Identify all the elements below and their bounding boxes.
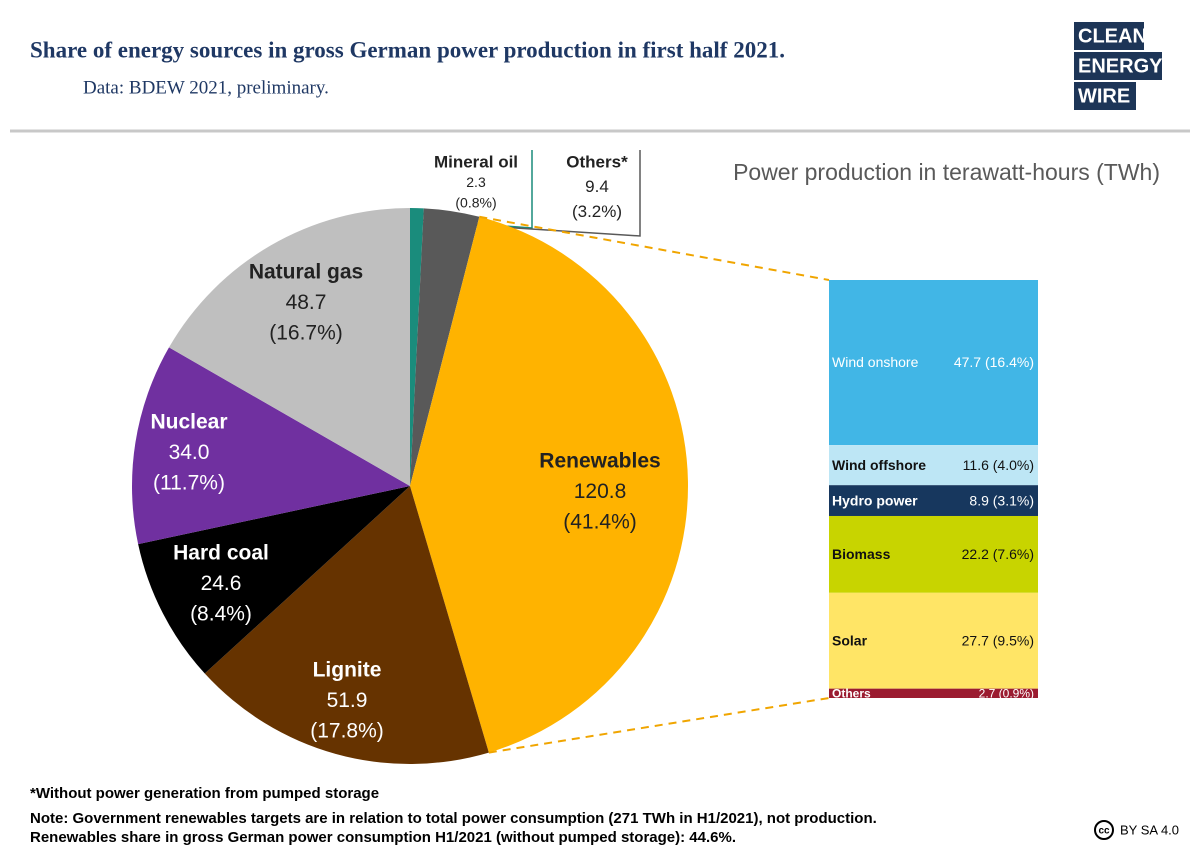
bar-segment xyxy=(829,445,1038,486)
bar-segment xyxy=(829,515,1038,593)
segment-label: Wind onshore xyxy=(832,354,919,370)
logo-text: ENERGY xyxy=(1078,55,1163,77)
title: Share of energy sources in gross German … xyxy=(30,37,785,62)
footnote: *Without power generation from pumped st… xyxy=(30,785,379,802)
slice-value: 2.3 xyxy=(466,174,486,190)
segment-value: 47.7 (16.4%) xyxy=(954,354,1034,370)
logo-block xyxy=(1074,82,1136,110)
callout-line xyxy=(469,150,641,237)
bar-segment xyxy=(829,280,1038,446)
slice-label: Renewables xyxy=(539,450,660,473)
segment-value: 2.7 (0.9%) xyxy=(979,687,1034,701)
pie-slice xyxy=(168,207,410,486)
segment-value: 27.7 (9.5%) xyxy=(962,632,1034,648)
slice-label: Lignite xyxy=(313,659,382,682)
slice-label: Others* xyxy=(566,152,628,171)
slice-label: Nuclear xyxy=(150,411,227,434)
slice-value: 24.6 xyxy=(201,572,242,595)
slice-share: (41.4%) xyxy=(563,510,637,533)
logo-text: WIRE xyxy=(1078,85,1130,107)
slice-label: Natural gas xyxy=(249,261,363,284)
logo-block xyxy=(1074,22,1144,50)
chart-subtitle: Power production in terawatt-hours (TWh) xyxy=(733,159,1160,185)
slice-label: Mineral oil xyxy=(434,152,518,171)
logo-block xyxy=(1074,52,1162,80)
pie-slice xyxy=(410,216,688,753)
subtitle: Data: BDEW 2021, preliminary. xyxy=(83,77,329,98)
slice-share: (16.7%) xyxy=(269,321,343,344)
segment-value: 11.6 (4.0%) xyxy=(963,457,1034,473)
pie-slice xyxy=(204,486,489,764)
slice-share: (3.2%) xyxy=(572,202,622,221)
slice-share: (0.8%) xyxy=(455,194,496,210)
segment-label: Others xyxy=(832,687,871,701)
pie-slice xyxy=(410,208,424,486)
logo-text: CLEAN xyxy=(1078,25,1147,47)
pie-slice xyxy=(138,486,410,674)
marks: Mineral oil 2.3 (0.8%) Others* 9.4 (3.2%) Rene… xyxy=(132,152,1038,764)
segment-label: Wind offshore xyxy=(832,457,926,473)
slice-value: 48.7 xyxy=(286,291,327,314)
connector xyxy=(488,697,830,754)
slice-value: 9.4 xyxy=(585,177,609,196)
pie-slice xyxy=(132,347,410,545)
segment-label: Hydro power xyxy=(832,492,918,508)
slice-value: 34.0 xyxy=(169,441,210,464)
license-icon-text: cc xyxy=(1098,826,1110,837)
bar-segment xyxy=(829,592,1038,689)
slice-share: (8.4%) xyxy=(190,602,252,625)
footnote: Note: Government renewables targets are … xyxy=(30,810,877,827)
slice-share: (11.7%) xyxy=(153,471,225,494)
slice-label: Hard coal xyxy=(173,542,269,565)
connector xyxy=(479,215,830,281)
segment-label: Solar xyxy=(832,632,868,648)
footnote: Renewables share in gross German power c… xyxy=(30,829,736,846)
segment-value: 22.2 (7.6%) xyxy=(962,546,1034,562)
bar-segment xyxy=(829,485,1038,516)
slice-value: 51.9 xyxy=(327,689,368,712)
pie-slice xyxy=(410,208,480,486)
license: BY SA 4.0 xyxy=(1120,822,1179,837)
license-icon xyxy=(1094,820,1114,840)
segment-value: 8.9 (3.1%) xyxy=(969,492,1034,508)
segment-label: Biomass xyxy=(832,546,891,562)
bar-segment xyxy=(829,688,1038,698)
slice-share: (17.8%) xyxy=(310,719,384,742)
slice-value: 120.8 xyxy=(574,480,627,503)
